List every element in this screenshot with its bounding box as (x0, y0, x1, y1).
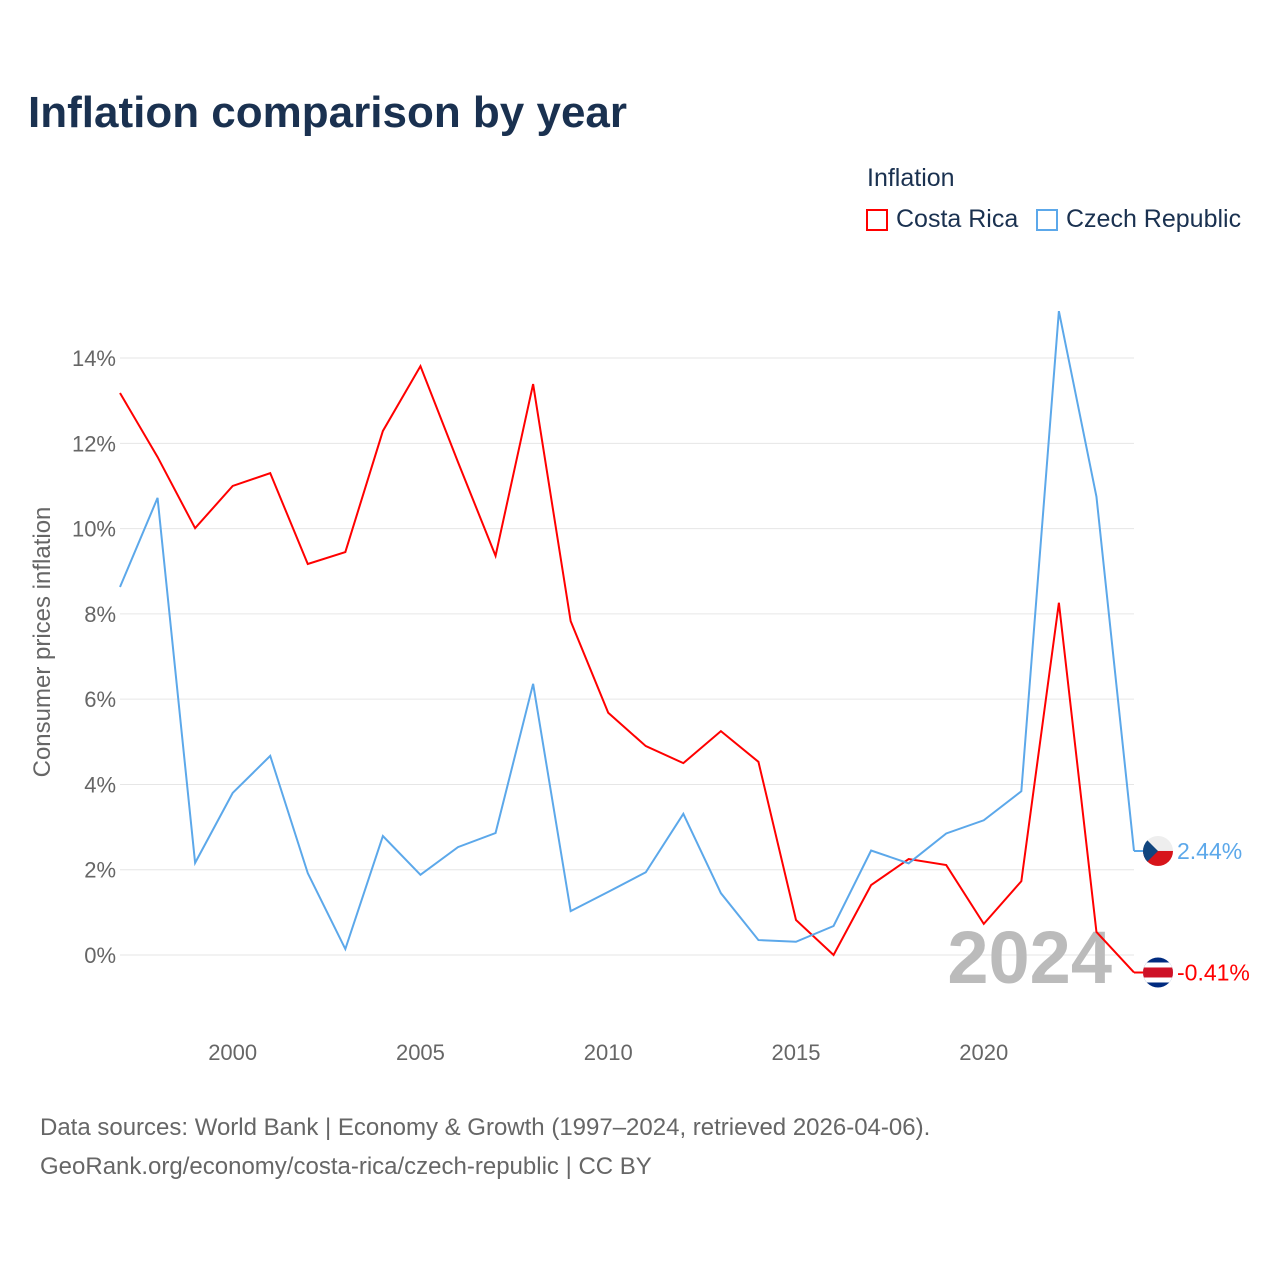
legend-label: Czech Republic (1066, 205, 1242, 233)
chart-title: Inflation comparison by year (28, 88, 628, 137)
y-tick-label: 4% (84, 772, 116, 797)
y-axis-label: Consumer prices inflation (29, 507, 56, 778)
legend-title: Inflation (867, 164, 955, 192)
series-line-czech-republic[interactable] (119, 310, 1135, 952)
legend-item-czech-republic[interactable]: Czech Republic (1036, 205, 1241, 234)
legend-label: Costa Rica (896, 205, 1019, 233)
costa-rica-flag-icon (1143, 957, 1173, 988)
y-tick-label: 2% (84, 858, 116, 883)
y-tick-label: 12% (72, 431, 116, 456)
legend-swatch (866, 208, 888, 231)
series-line-costa-rica[interactable] (119, 363, 1135, 974)
czech-flag-icon (1143, 835, 1173, 866)
x-tick-label: 2015 (772, 1040, 821, 1065)
x-tick-label: 2020 (959, 1040, 1008, 1065)
end-value-label: 2.44% (1177, 838, 1242, 864)
source-link[interactable]: GeoRank.org/economy/costa-rica/czech-rep… (40, 1153, 652, 1180)
y-tick-label: 10% (72, 517, 116, 542)
x-tick-label: 2000 (208, 1040, 257, 1065)
legend-item-costa-rica[interactable]: Costa Rica (866, 205, 1018, 234)
legend-swatch (1036, 208, 1058, 231)
source-note: Data sources: World Bank | Economy & Gro… (40, 1108, 930, 1186)
x-tick-label: 2010 (584, 1040, 633, 1065)
end-value-label: -0.41% (1177, 959, 1250, 985)
year-watermark: 2024 (947, 916, 1112, 999)
source-line: Data sources: World Bank | Economy & Gro… (40, 1114, 931, 1141)
y-tick-label: 14% (72, 346, 116, 371)
y-tick-label: 6% (84, 687, 116, 712)
x-tick-label: 2005 (396, 1040, 445, 1065)
y-tick-label: 8% (84, 602, 116, 627)
y-tick-label: 0% (84, 943, 116, 968)
